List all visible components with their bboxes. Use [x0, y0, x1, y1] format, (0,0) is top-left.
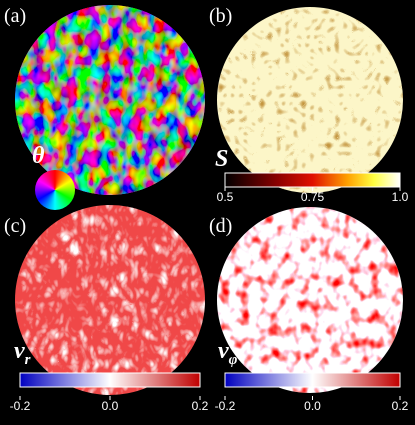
- vphi-field: [217, 207, 403, 393]
- tick-label: 0.2: [392, 399, 409, 413]
- colorbar: [224, 372, 401, 388]
- symbol-subscript: φ: [229, 352, 238, 368]
- tick-label: 0.5: [217, 190, 234, 204]
- vr-field: [15, 205, 205, 395]
- symbol-main: S: [215, 146, 228, 172]
- panel-label: (b): [209, 5, 232, 27]
- tick-label: 0.0: [102, 399, 119, 413]
- symbol: θ: [32, 143, 45, 169]
- tick-label: 1.0: [392, 190, 409, 204]
- order-field: [217, 7, 403, 193]
- theta-field: [15, 5, 205, 195]
- symbol-subscript: r: [25, 352, 31, 368]
- color-wheel: [35, 170, 75, 210]
- symbol-main: v: [14, 338, 25, 364]
- panel-label: (a): [4, 5, 26, 27]
- symbol-main: θ: [32, 143, 45, 169]
- colorbar: [224, 172, 401, 188]
- symbol: vr: [14, 338, 31, 368]
- symbol-main: v: [218, 338, 229, 364]
- symbol: vφ: [218, 338, 238, 368]
- tick-label: -0.2: [215, 399, 236, 413]
- panel-label: (d): [209, 215, 232, 237]
- tick-label: -0.2: [10, 399, 31, 413]
- panel-label: (c): [4, 215, 26, 237]
- tick-label: 0.2: [192, 399, 209, 413]
- symbol: S: [215, 146, 228, 172]
- tick-label: 0.0: [304, 399, 321, 413]
- colorbar: [19, 372, 201, 388]
- tick-label: 0.75: [301, 190, 325, 204]
